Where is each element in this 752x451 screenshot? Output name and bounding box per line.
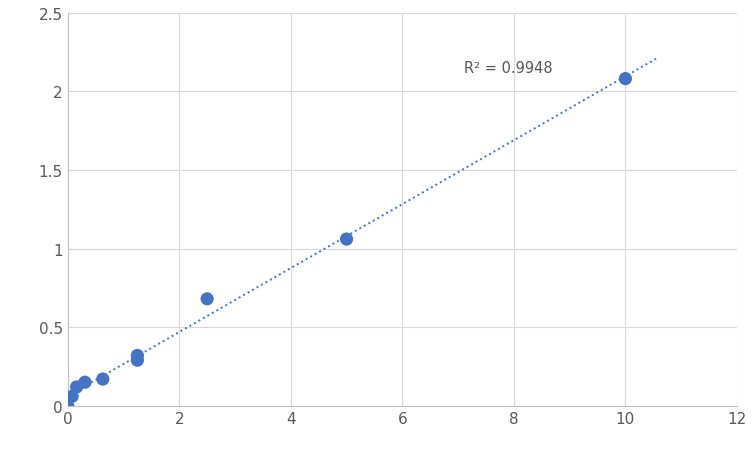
Point: [97, 376, 109, 383]
Point: [132, 352, 144, 359]
Point: [341, 236, 353, 243]
Point: [132, 357, 144, 364]
Point: [79, 379, 91, 386]
Point: [71, 383, 83, 391]
Text: R² = 0.9948: R² = 0.9948: [464, 61, 552, 76]
Point: [201, 295, 213, 303]
Point: [620, 76, 632, 83]
Point: [62, 402, 74, 410]
Point: [66, 393, 78, 400]
